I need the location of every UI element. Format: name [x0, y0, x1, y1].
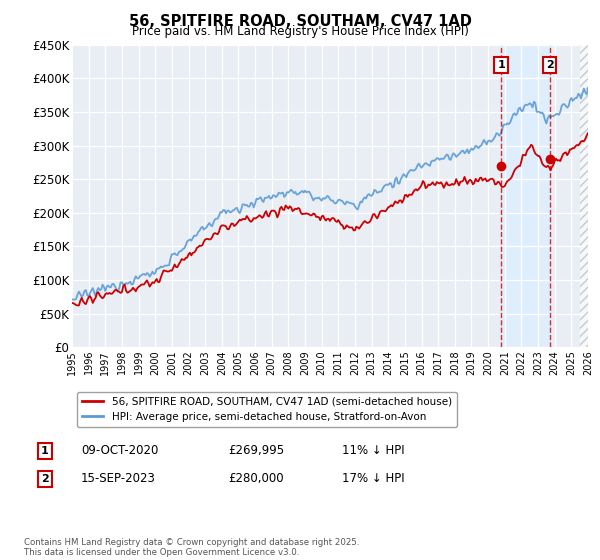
Text: £269,995: £269,995: [228, 444, 284, 458]
Bar: [580, 45, 588, 347]
Text: 56, SPITFIRE ROAD, SOUTHAM, CV47 1AD: 56, SPITFIRE ROAD, SOUTHAM, CV47 1AD: [128, 14, 472, 29]
Text: £280,000: £280,000: [228, 472, 284, 486]
Text: 2: 2: [41, 474, 49, 484]
Bar: [580, 45, 588, 347]
Text: 2: 2: [546, 60, 554, 70]
Text: Contains HM Land Registry data © Crown copyright and database right 2025.
This d: Contains HM Land Registry data © Crown c…: [24, 538, 359, 557]
Bar: [501, 45, 550, 347]
Text: 17% ↓ HPI: 17% ↓ HPI: [342, 472, 404, 486]
Text: 11% ↓ HPI: 11% ↓ HPI: [342, 444, 404, 458]
Text: 15-SEP-2023: 15-SEP-2023: [81, 472, 156, 486]
Text: 1: 1: [41, 446, 49, 456]
Text: Price paid vs. HM Land Registry's House Price Index (HPI): Price paid vs. HM Land Registry's House …: [131, 25, 469, 38]
Legend: 56, SPITFIRE ROAD, SOUTHAM, CV47 1AD (semi-detached house), HPI: Average price, : 56, SPITFIRE ROAD, SOUTHAM, CV47 1AD (se…: [77, 392, 457, 427]
Text: 1: 1: [497, 60, 505, 70]
Text: 09-OCT-2020: 09-OCT-2020: [81, 444, 158, 458]
